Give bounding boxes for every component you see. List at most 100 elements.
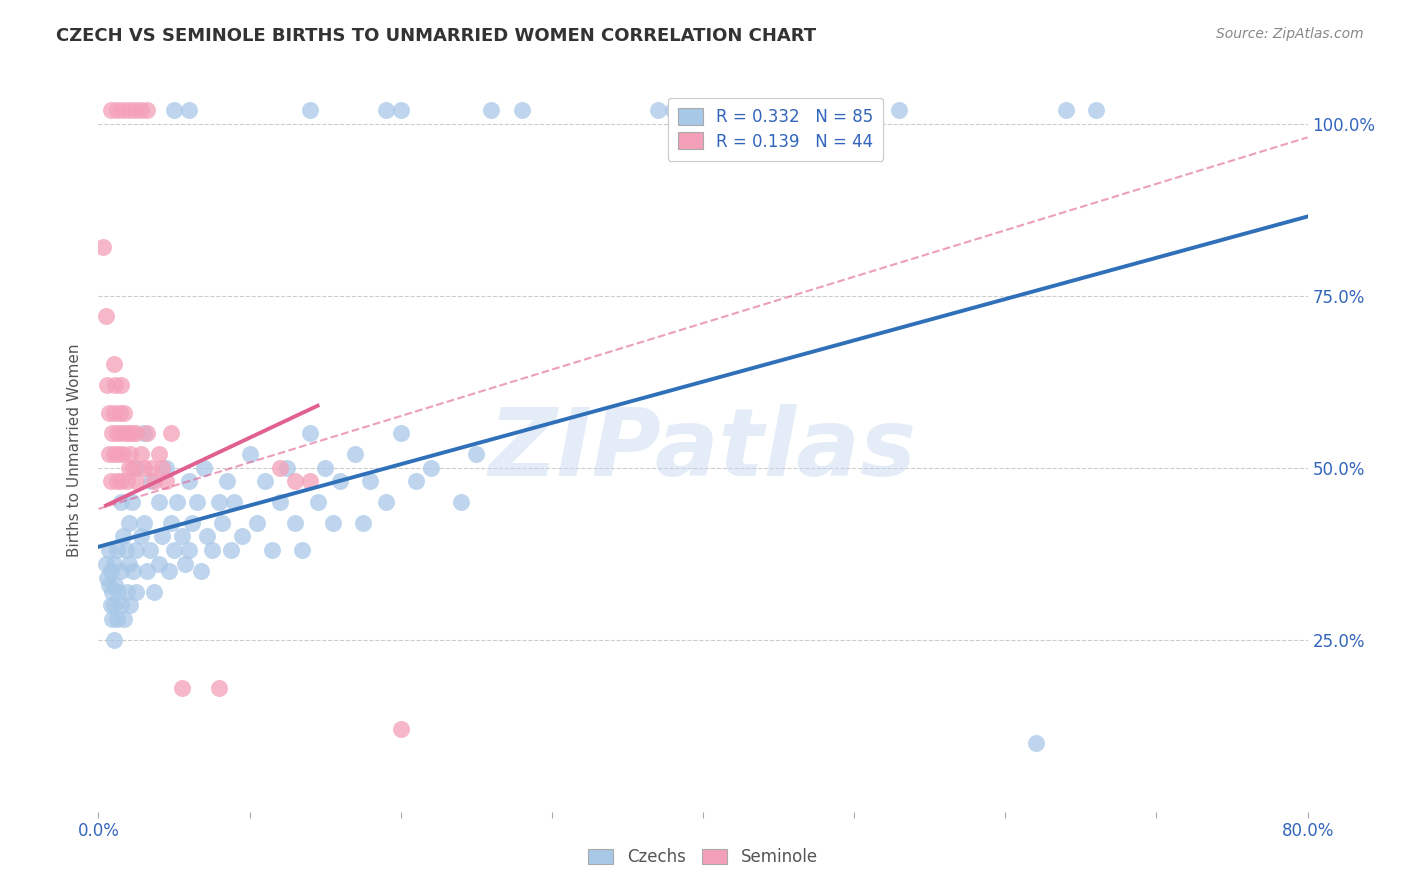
Point — [105, 543, 128, 558]
Point — [193, 460, 215, 475]
Point — [110, 599, 132, 613]
Point — [148, 447, 170, 461]
Point — [108, 406, 131, 420]
Point — [389, 103, 412, 117]
Point — [269, 495, 291, 509]
Point — [276, 460, 298, 475]
Point — [103, 447, 125, 461]
Point — [231, 529, 253, 543]
Point — [208, 495, 231, 509]
Point — [129, 529, 152, 543]
Point — [100, 564, 122, 578]
Point — [201, 543, 224, 558]
Point — [96, 571, 118, 585]
Point — [124, 103, 146, 117]
Point — [118, 460, 141, 475]
Point — [118, 516, 141, 530]
Point — [828, 103, 851, 117]
Point — [120, 599, 142, 613]
Legend: Czechs, Seminole: Czechs, Seminole — [581, 840, 825, 875]
Point — [104, 378, 127, 392]
Point — [510, 103, 533, 117]
Point — [94, 310, 117, 324]
Point — [139, 543, 162, 558]
Point — [107, 584, 129, 599]
Point — [186, 495, 208, 509]
Point — [181, 516, 204, 530]
Point — [173, 557, 195, 571]
Point — [129, 103, 152, 117]
Point — [465, 447, 488, 461]
Point — [166, 495, 188, 509]
Point — [132, 426, 155, 441]
Point — [115, 584, 138, 599]
Point — [481, 103, 503, 117]
Point — [110, 564, 132, 578]
Point — [1085, 103, 1108, 117]
Point — [389, 722, 412, 736]
Point — [103, 599, 125, 613]
Point — [159, 564, 181, 578]
Point — [107, 447, 129, 461]
Point — [105, 612, 128, 626]
Point — [269, 460, 291, 475]
Point — [160, 426, 183, 441]
Point — [143, 584, 166, 599]
Point — [111, 529, 134, 543]
Point — [299, 475, 322, 489]
Point — [858, 103, 880, 117]
Point — [314, 460, 336, 475]
Point — [103, 557, 125, 571]
Point — [118, 426, 141, 441]
Point — [98, 447, 121, 461]
Point — [374, 103, 396, 117]
Point — [450, 495, 472, 509]
Point — [110, 378, 132, 392]
Point — [211, 516, 233, 530]
Point — [155, 460, 177, 475]
Text: CZECH VS SEMINOLE BIRTHS TO UNMARRIED WOMEN CORRELATION CHART: CZECH VS SEMINOLE BIRTHS TO UNMARRIED WO… — [56, 27, 817, 45]
Point — [170, 681, 193, 695]
Point — [110, 475, 132, 489]
Point — [105, 426, 128, 441]
Point — [111, 103, 134, 117]
Point — [179, 475, 201, 489]
Point — [122, 460, 145, 475]
Point — [221, 543, 243, 558]
Point — [141, 460, 163, 475]
Point — [98, 543, 121, 558]
Legend: R = 0.332   N = 85, R = 0.139   N = 44: R = 0.332 N = 85, R = 0.139 N = 44 — [668, 97, 883, 161]
Point — [420, 460, 443, 475]
Point — [103, 358, 125, 372]
Point — [135, 564, 157, 578]
Point — [661, 103, 683, 117]
Point — [125, 460, 148, 475]
Point — [246, 516, 269, 530]
Point — [215, 475, 238, 489]
Point — [224, 495, 246, 509]
Point — [135, 103, 157, 117]
Point — [118, 557, 141, 571]
Point — [104, 577, 127, 591]
Point — [98, 406, 121, 420]
Y-axis label: Births to Unmarried Women: Births to Unmarried Women — [67, 343, 83, 558]
Point — [132, 460, 155, 475]
Point — [239, 447, 262, 461]
Point — [110, 426, 132, 441]
Point — [125, 543, 148, 558]
Point — [112, 612, 135, 626]
Point — [125, 426, 148, 441]
Point — [148, 557, 170, 571]
Point — [103, 406, 125, 420]
Point — [101, 612, 124, 626]
Point — [647, 103, 669, 117]
Point — [94, 557, 117, 571]
Point — [103, 632, 125, 647]
Text: ZIPatlas: ZIPatlas — [489, 404, 917, 497]
Point — [98, 577, 121, 591]
Point — [105, 475, 128, 489]
Point — [262, 543, 284, 558]
Point — [141, 475, 163, 489]
Point — [129, 447, 152, 461]
Point — [121, 495, 143, 509]
